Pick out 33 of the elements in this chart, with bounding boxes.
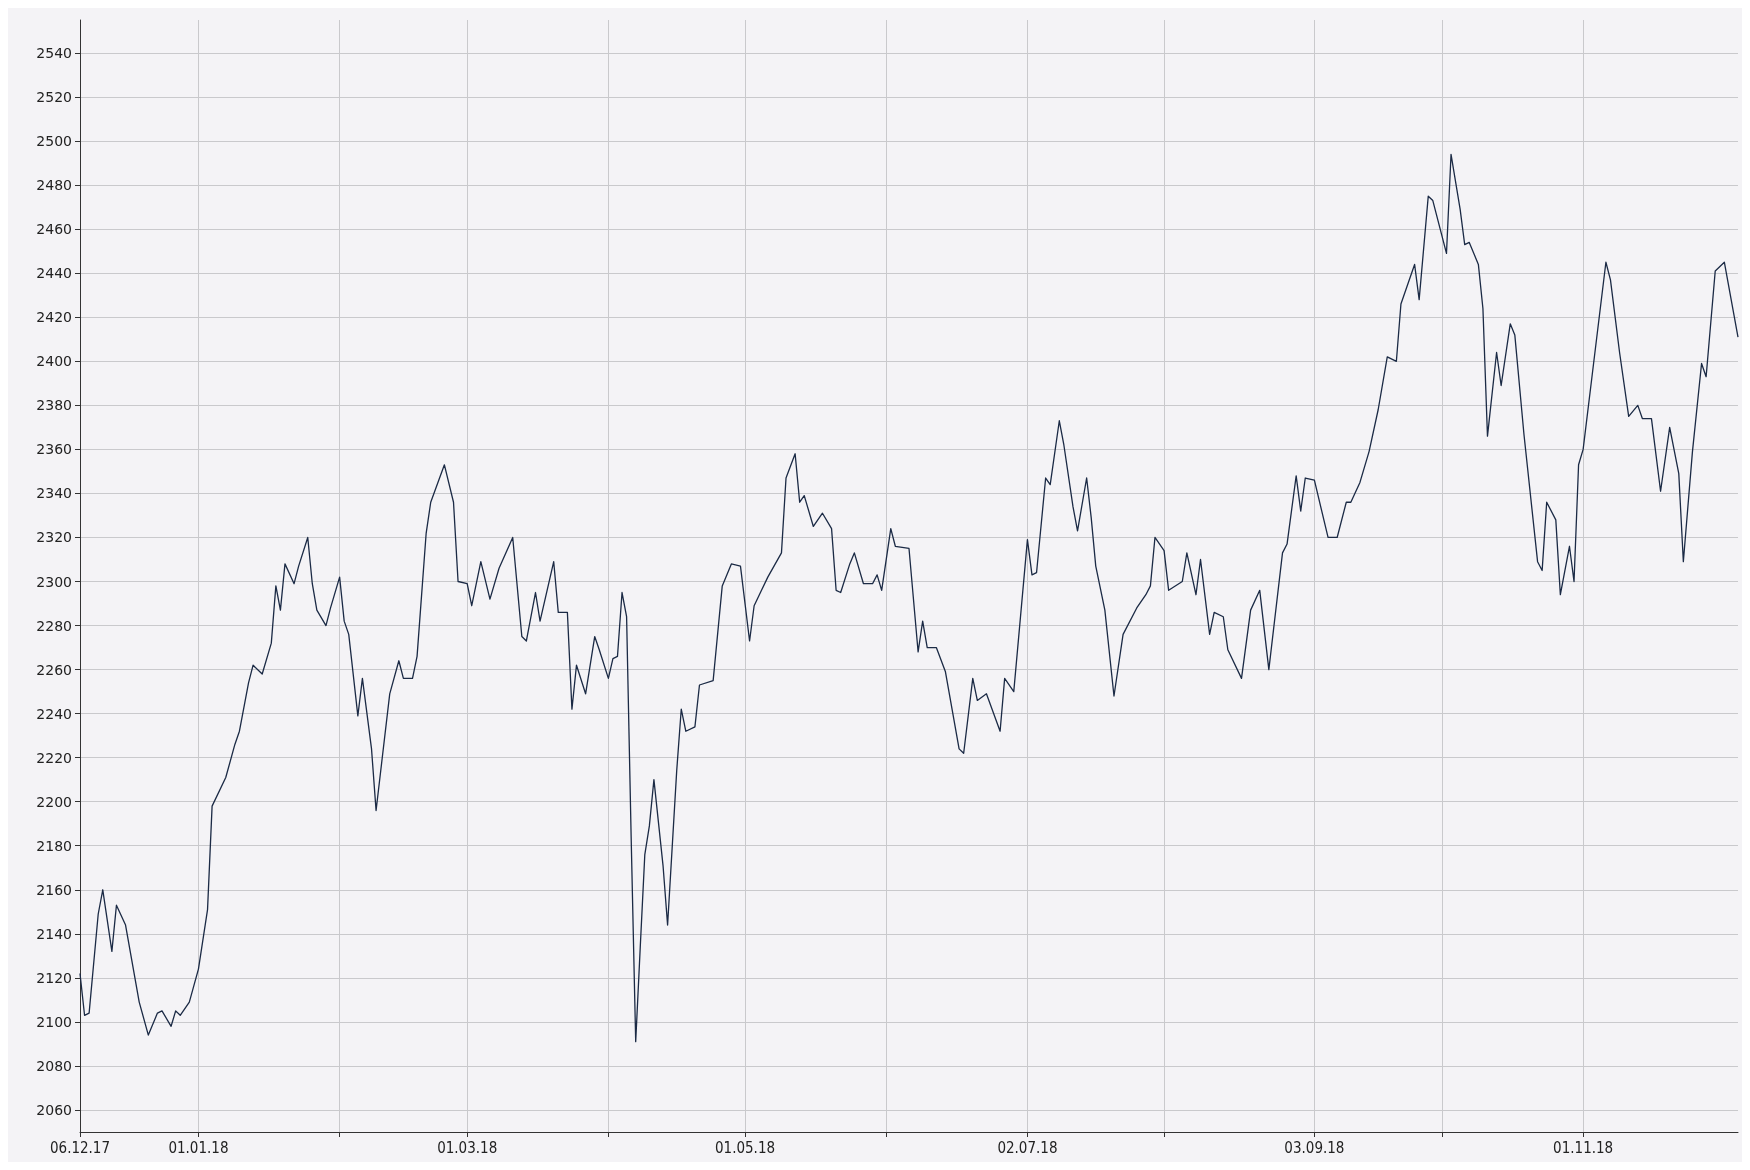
y-tick-label: 2060 xyxy=(36,1101,72,1118)
y-tick-label: 2480 xyxy=(36,177,72,194)
y-tick-label: 2360 xyxy=(36,441,72,458)
y-tick-label: 2420 xyxy=(36,309,72,326)
y-tick-label: 2320 xyxy=(36,529,72,546)
y-tick-label: 2120 xyxy=(36,969,72,986)
y-tick-label: 2220 xyxy=(36,749,72,766)
y-tick-label: 2380 xyxy=(36,397,72,414)
y-tick-label: 2500 xyxy=(36,133,72,150)
y-tick-label: 2080 xyxy=(36,1057,72,1074)
x-tick-label: 03.09.18 xyxy=(1284,1138,1345,1157)
y-tick-label: 2240 xyxy=(36,705,72,722)
line-series xyxy=(79,153,1739,1043)
y-tick-label: 2100 xyxy=(36,1013,72,1030)
x-tick-label: 06.12.17 xyxy=(49,1138,111,1157)
y-tick-label: 2340 xyxy=(36,485,72,502)
x-tick-label: 01.03.18 xyxy=(437,1138,498,1157)
y-tick-label: 2300 xyxy=(36,573,72,590)
y-tick-label: 2160 xyxy=(36,881,72,898)
y-tick-label: 2460 xyxy=(36,221,72,238)
y-tick-label: 2200 xyxy=(36,793,72,810)
y-tick-label: 2140 xyxy=(36,925,72,942)
x-tick-label: 01.01.18 xyxy=(168,1138,229,1157)
x-tick-label: 01.11.18 xyxy=(1553,1138,1614,1157)
y-tick-label: 2540 xyxy=(36,45,72,62)
x-tick-label: 02.07.18 xyxy=(997,1138,1058,1157)
y-tick-label: 2280 xyxy=(36,617,72,634)
y-tick-label: 2260 xyxy=(36,661,72,678)
y-tick-label: 2520 xyxy=(36,89,72,106)
y-tick-label: 2440 xyxy=(36,265,72,282)
x-tick-label: 01.05.18 xyxy=(714,1138,776,1157)
y-tick-label: 2180 xyxy=(36,837,72,854)
y-tick-label: 2400 xyxy=(36,353,72,370)
